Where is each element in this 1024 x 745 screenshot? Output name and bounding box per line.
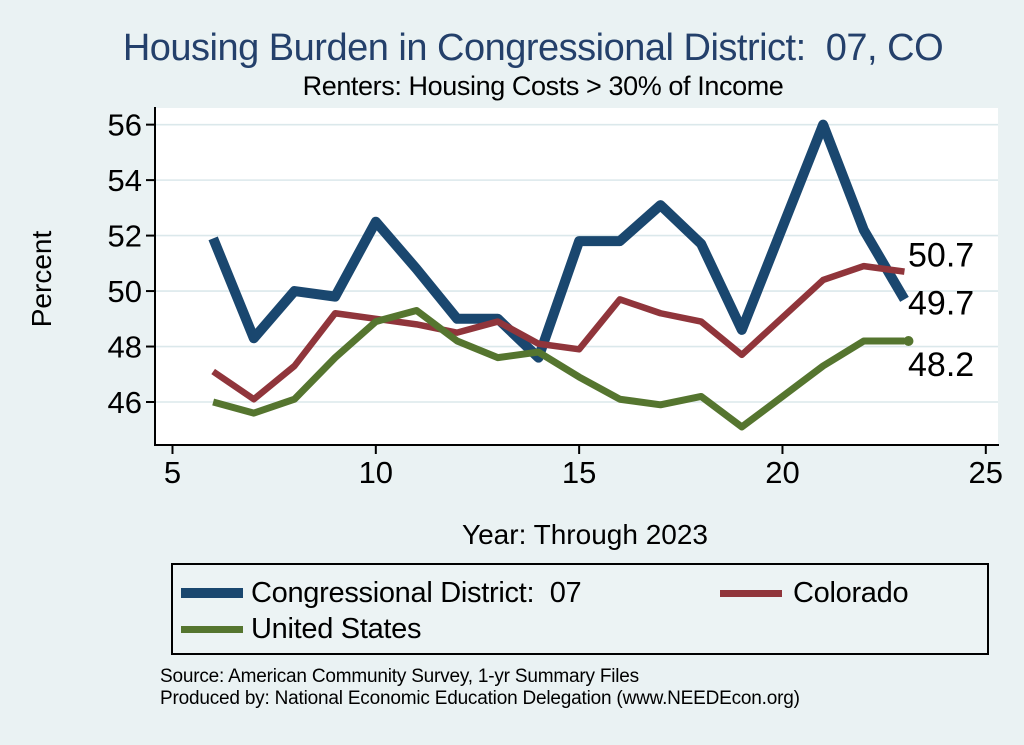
series-line-1 (211, 262, 905, 403)
legend: Congressional District: 07 Colorado Unit… (171, 563, 989, 655)
x-tick-label-10: 10 (359, 455, 393, 490)
legend-swatch-us-line (181, 626, 243, 633)
series-line-0 (208, 119, 909, 363)
legend-label-colorado: Colorado (793, 577, 909, 609)
source-note: Source: American Community Survey, 1-yr … (160, 666, 800, 710)
legend-label-us: United States (251, 613, 422, 645)
end-value-label-0: 49.7 (908, 284, 974, 322)
legend-swatch-district-line (181, 588, 243, 598)
page-title: Housing Burden in Congressional District… (122, 27, 944, 69)
chart-subtitle: Renters: Housing Costs > 30% of Income (302, 71, 784, 101)
y-tick-label-48: 48 (108, 330, 142, 365)
y-tick-label-56: 56 (108, 108, 142, 143)
series-end-marker-2 (903, 335, 914, 346)
legend-label-district: Congressional District: 07 (251, 577, 582, 609)
legend-swatch-colorado-line (720, 590, 782, 597)
series-line-2 (212, 306, 905, 431)
plot-area (156, 108, 998, 445)
y-tick-label-50: 50 (108, 274, 142, 309)
x-tick-label-5: 5 (164, 455, 181, 490)
y-axis-label: Percent (26, 230, 57, 328)
y-tick-label-54: 54 (108, 163, 142, 198)
x-tick-label-15: 15 (562, 455, 596, 490)
y-tick-label-46: 46 (108, 385, 142, 420)
end-value-label-2: 48.2 (908, 346, 974, 384)
end-value-label-1: 50.7 (908, 237, 974, 275)
y-tick-label-52: 52 (108, 219, 142, 254)
x-tick-label-20: 20 (765, 455, 799, 490)
source-line: Source: American Community Survey, 1-yr … (160, 666, 639, 687)
produced-by-line: Produced by: National Economic Education… (160, 688, 800, 709)
x-axis-label: Year: Through 2023 (462, 519, 708, 550)
x-tick-label-25: 25 (969, 455, 1003, 490)
